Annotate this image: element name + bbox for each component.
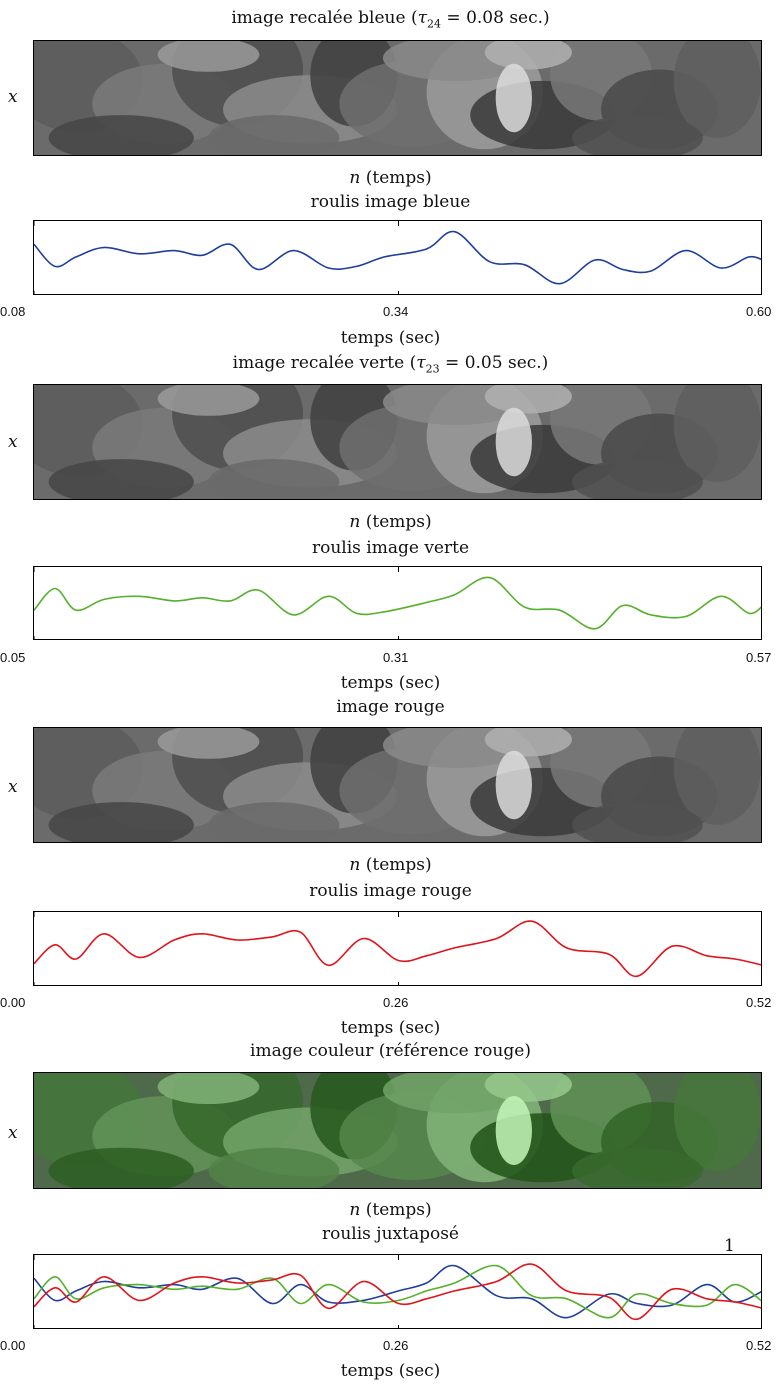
satellite-image-couleur — [33, 1072, 762, 1189]
texture-patch — [48, 802, 194, 842]
x-tick-label: 0.52 — [746, 995, 772, 1010]
x-axis-label: n (temps) — [349, 168, 432, 188]
x-axis-title: temps (sec) — [340, 673, 441, 693]
chart-svg-rouge — [34, 912, 761, 985]
x-tick-label: 0.34 — [383, 304, 409, 319]
x-tick-label: 0.26 — [383, 995, 409, 1010]
chart-title-roulis-juxtapose: roulis juxtaposé — [322, 1224, 459, 1244]
texture-patch — [157, 1073, 260, 1105]
series-line-1 — [34, 1264, 761, 1319]
texture-patch — [208, 802, 340, 842]
texture-patch — [673, 385, 761, 482]
chart-plot-verte — [33, 566, 762, 640]
x-tick-label: 0.05 — [0, 650, 26, 665]
texture-patch — [48, 1147, 194, 1188]
x-tick-label: 0.08 — [0, 304, 26, 319]
texture-patch — [495, 750, 532, 820]
texture-patch — [495, 407, 532, 477]
texture-patch — [48, 459, 194, 499]
chart-plot-rouge — [33, 911, 762, 986]
satellite-texture — [34, 385, 761, 499]
chart-plot-bleue — [33, 220, 762, 295]
y-axis-label: x — [8, 432, 18, 452]
satellite-image-rouge — [33, 727, 762, 843]
texture-patch — [208, 1147, 340, 1188]
texture-patch — [157, 41, 260, 72]
image-title-verte: image recalée verte (τ23 = 0.05 sec.) — [232, 353, 549, 376]
series-line-0 — [34, 576, 761, 630]
satellite-texture — [34, 728, 761, 842]
series-line-0 — [34, 920, 761, 978]
x-tick-label: 0.26 — [383, 1338, 409, 1353]
x-tick-label: 0.57 — [746, 650, 772, 665]
texture-patch — [484, 728, 572, 757]
texture-patch — [208, 115, 340, 155]
texture-patch — [571, 115, 703, 155]
y-axis-label: x — [8, 777, 18, 797]
x-axis-label: n (temps) — [349, 1200, 432, 1220]
x-axis-title: temps (sec) — [340, 1018, 441, 1038]
texture-patch — [571, 1147, 703, 1188]
texture-patch — [208, 459, 340, 499]
texture-patch — [157, 385, 260, 416]
x-tick-label: 0.60 — [746, 304, 772, 319]
texture-patch — [673, 1073, 761, 1171]
chart-plot-juxtapose — [33, 1254, 762, 1329]
satellite-image-verte — [33, 384, 762, 500]
image-title-bleue: image recalée bleue (τ24 = 0.08 sec.) — [231, 8, 550, 31]
chart-svg-verte — [34, 567, 761, 639]
texture-patch — [484, 1073, 572, 1102]
series-line-2 — [34, 1263, 761, 1321]
series-line-0 — [34, 1264, 761, 1319]
satellite-texture — [34, 41, 761, 155]
chart-title-roulis-rouge: roulis image rouge — [309, 881, 472, 901]
image-title-rouge: image rouge — [336, 697, 445, 717]
x-tick-label: 0.00 — [0, 995, 26, 1010]
y-axis-label: x — [8, 1123, 18, 1143]
chart-title-roulis-verte: roulis image verte — [311, 538, 470, 558]
texture-patch — [571, 459, 703, 499]
x-axis-label: n (temps) — [349, 855, 432, 875]
texture-patch — [484, 385, 572, 414]
texture-patch — [571, 802, 703, 842]
x-tick-label: 0.52 — [746, 1338, 772, 1353]
image-title-couleur: image couleur (référence rouge) — [250, 1041, 531, 1061]
panel-annotation: 1 — [724, 1236, 735, 1256]
chart-svg-bleue — [34, 221, 761, 294]
x-tick-label: 0.00 — [0, 1338, 26, 1353]
satellite-texture — [34, 1073, 761, 1188]
x-axis-title: temps (sec) — [340, 1361, 441, 1381]
chart-svg-juxtapose — [34, 1255, 761, 1328]
texture-patch — [495, 63, 532, 133]
texture-patch — [673, 41, 761, 138]
texture-patch — [673, 728, 761, 825]
texture-patch — [484, 41, 572, 70]
x-tick-label: 0.31 — [383, 650, 409, 665]
chart-title-roulis-bleue: roulis image bleue — [310, 192, 471, 212]
texture-patch — [157, 728, 260, 759]
y-axis-label: x — [8, 87, 18, 107]
x-axis-title: temps (sec) — [340, 328, 441, 348]
x-axis-label: n (temps) — [349, 512, 432, 532]
series-line-0 — [34, 230, 761, 285]
satellite-image-bleue — [33, 40, 762, 156]
texture-patch — [48, 115, 194, 155]
texture-patch — [495, 1096, 532, 1165]
